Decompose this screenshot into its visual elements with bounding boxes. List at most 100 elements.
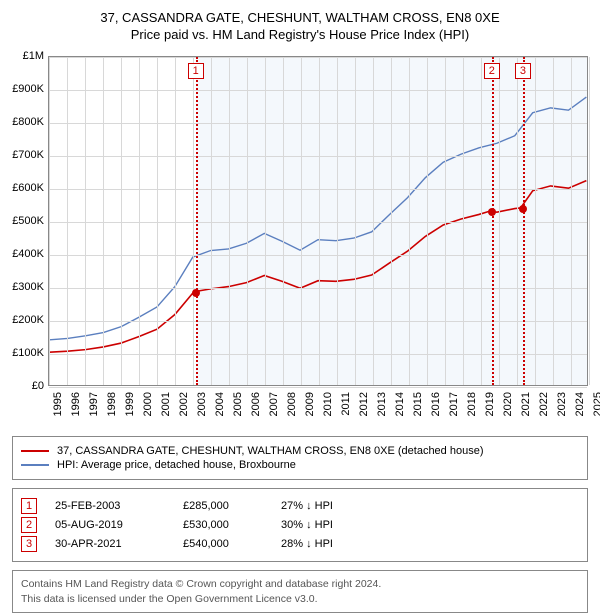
x-tick-label: 1998 <box>106 392 118 416</box>
y-tick-label: £500K <box>0 215 44 227</box>
grid-line-v <box>445 57 446 385</box>
grid-line-v <box>463 57 464 385</box>
grid-line-v <box>157 57 158 385</box>
chart-title-line1: 37, CASSANDRA GATE, CHESHUNT, WALTHAM CR… <box>10 10 590 25</box>
grid-line-v <box>355 57 356 385</box>
event-badge-on-chart: 3 <box>515 63 531 79</box>
x-tick-label: 2024 <box>574 392 586 416</box>
event-badge-on-chart: 2 <box>484 63 500 79</box>
grid-line-v <box>103 57 104 385</box>
x-tick-label: 2025 <box>592 392 600 416</box>
y-tick-label: £400K <box>0 248 44 260</box>
grid-line-v <box>319 57 320 385</box>
events-table: 1 25-FEB-2003 £285,000 27% ↓ HPI 2 05-AU… <box>12 488 588 562</box>
grid-line-h <box>49 222 587 223</box>
x-tick-label: 2011 <box>340 392 352 416</box>
y-tick-label: £0 <box>0 380 44 392</box>
grid-line-v <box>121 57 122 385</box>
x-tick-label: 2017 <box>448 392 460 416</box>
price-chart: 1 23 <box>48 56 588 386</box>
event-date-3: 30-APR-2021 <box>55 538 165 550</box>
event-date-1: 25-FEB-2003 <box>55 500 165 512</box>
event-price-1: £285,000 <box>183 500 263 512</box>
x-tick-label: 2023 <box>556 392 568 416</box>
x-tick-label: 2009 <box>304 392 316 416</box>
legend-label-property: 37, CASSANDRA GATE, CHESHUNT, WALTHAM CR… <box>57 445 484 457</box>
grid-line-v <box>283 57 284 385</box>
x-tick-label: 2018 <box>466 392 478 416</box>
grid-line-v <box>589 57 590 385</box>
x-tick-label: 2001 <box>160 392 172 416</box>
event-row-1: 1 25-FEB-2003 £285,000 27% ↓ HPI <box>21 498 579 514</box>
grid-line-h <box>49 123 587 124</box>
y-tick-label: £600K <box>0 182 44 194</box>
grid-line-h <box>49 156 587 157</box>
grid-line-h <box>49 57 587 58</box>
y-tick-label: £900K <box>0 83 44 95</box>
event-dot <box>519 205 527 213</box>
x-tick-label: 2002 <box>178 392 190 416</box>
x-tick-label: 2010 <box>322 392 334 416</box>
grid-line-v <box>571 57 572 385</box>
event-badge-on-chart: 1 <box>188 63 204 79</box>
grid-line-v <box>85 57 86 385</box>
x-tick-label: 2016 <box>430 392 442 416</box>
event-dot <box>488 208 496 216</box>
grid-line-v <box>139 57 140 385</box>
legend-label-hpi: HPI: Average price, detached house, Brox… <box>57 459 296 471</box>
x-tick-label: 2015 <box>412 392 424 416</box>
event-price-3: £540,000 <box>183 538 263 550</box>
grid-line-v <box>193 57 194 385</box>
grid-line-v <box>499 57 500 385</box>
x-tick-label: 2021 <box>520 392 532 416</box>
event-date-2: 05-AUG-2019 <box>55 519 165 531</box>
grid-line-h <box>49 387 587 388</box>
event-delta-3: 28% ↓ HPI <box>281 538 333 550</box>
x-tick-label: 2019 <box>484 392 496 416</box>
grid-line-v <box>337 57 338 385</box>
x-tick-label: 2005 <box>232 392 244 416</box>
grid-line-h <box>49 189 587 190</box>
grid-line-v <box>427 57 428 385</box>
grid-line-v <box>391 57 392 385</box>
legend-swatch-property <box>21 450 49 452</box>
y-tick-label: £1M <box>0 50 44 62</box>
event-delta-2: 30% ↓ HPI <box>281 519 333 531</box>
event-row-2: 2 05-AUG-2019 £530,000 30% ↓ HPI <box>21 517 579 533</box>
y-tick-label: £300K <box>0 281 44 293</box>
x-tick-label: 2020 <box>502 392 514 416</box>
y-tick-label: £200K <box>0 314 44 326</box>
y-tick-label: £700K <box>0 149 44 161</box>
legend: 37, CASSANDRA GATE, CHESHUNT, WALTHAM CR… <box>12 436 588 480</box>
legend-swatch-hpi <box>21 464 49 466</box>
grid-line-v <box>49 57 50 385</box>
grid-line-h <box>49 90 587 91</box>
event-marker-line <box>196 57 198 385</box>
x-tick-label: 2008 <box>286 392 298 416</box>
series-line-property <box>50 181 587 353</box>
grid-line-v <box>175 57 176 385</box>
grid-line-v <box>373 57 374 385</box>
event-delta-1: 27% ↓ HPI <box>281 500 333 512</box>
grid-line-h <box>49 354 587 355</box>
y-tick-label: £100K <box>0 347 44 359</box>
grid-line-v <box>247 57 248 385</box>
footer-line1: Contains HM Land Registry data © Crown c… <box>21 577 579 592</box>
grid-line-v <box>211 57 212 385</box>
legend-item-property: 37, CASSANDRA GATE, CHESHUNT, WALTHAM CR… <box>21 445 579 457</box>
x-tick-label: 2014 <box>394 392 406 416</box>
grid-line-v <box>301 57 302 385</box>
y-tick-label: £800K <box>0 116 44 128</box>
grid-line-v <box>229 57 230 385</box>
attribution-footer: Contains HM Land Registry data © Crown c… <box>12 570 588 613</box>
grid-line-h <box>49 288 587 289</box>
grid-line-v <box>67 57 68 385</box>
chart-title-line2: Price paid vs. HM Land Registry's House … <box>10 27 590 42</box>
event-badge-2: 2 <box>21 517 37 533</box>
grid-line-v <box>265 57 266 385</box>
x-tick-label: 2013 <box>376 392 388 416</box>
x-tick-label: 1996 <box>70 392 82 416</box>
series-line-hpi <box>50 97 587 340</box>
x-tick-label: 1999 <box>124 392 136 416</box>
footer-line2: This data is licensed under the Open Gov… <box>21 592 579 607</box>
